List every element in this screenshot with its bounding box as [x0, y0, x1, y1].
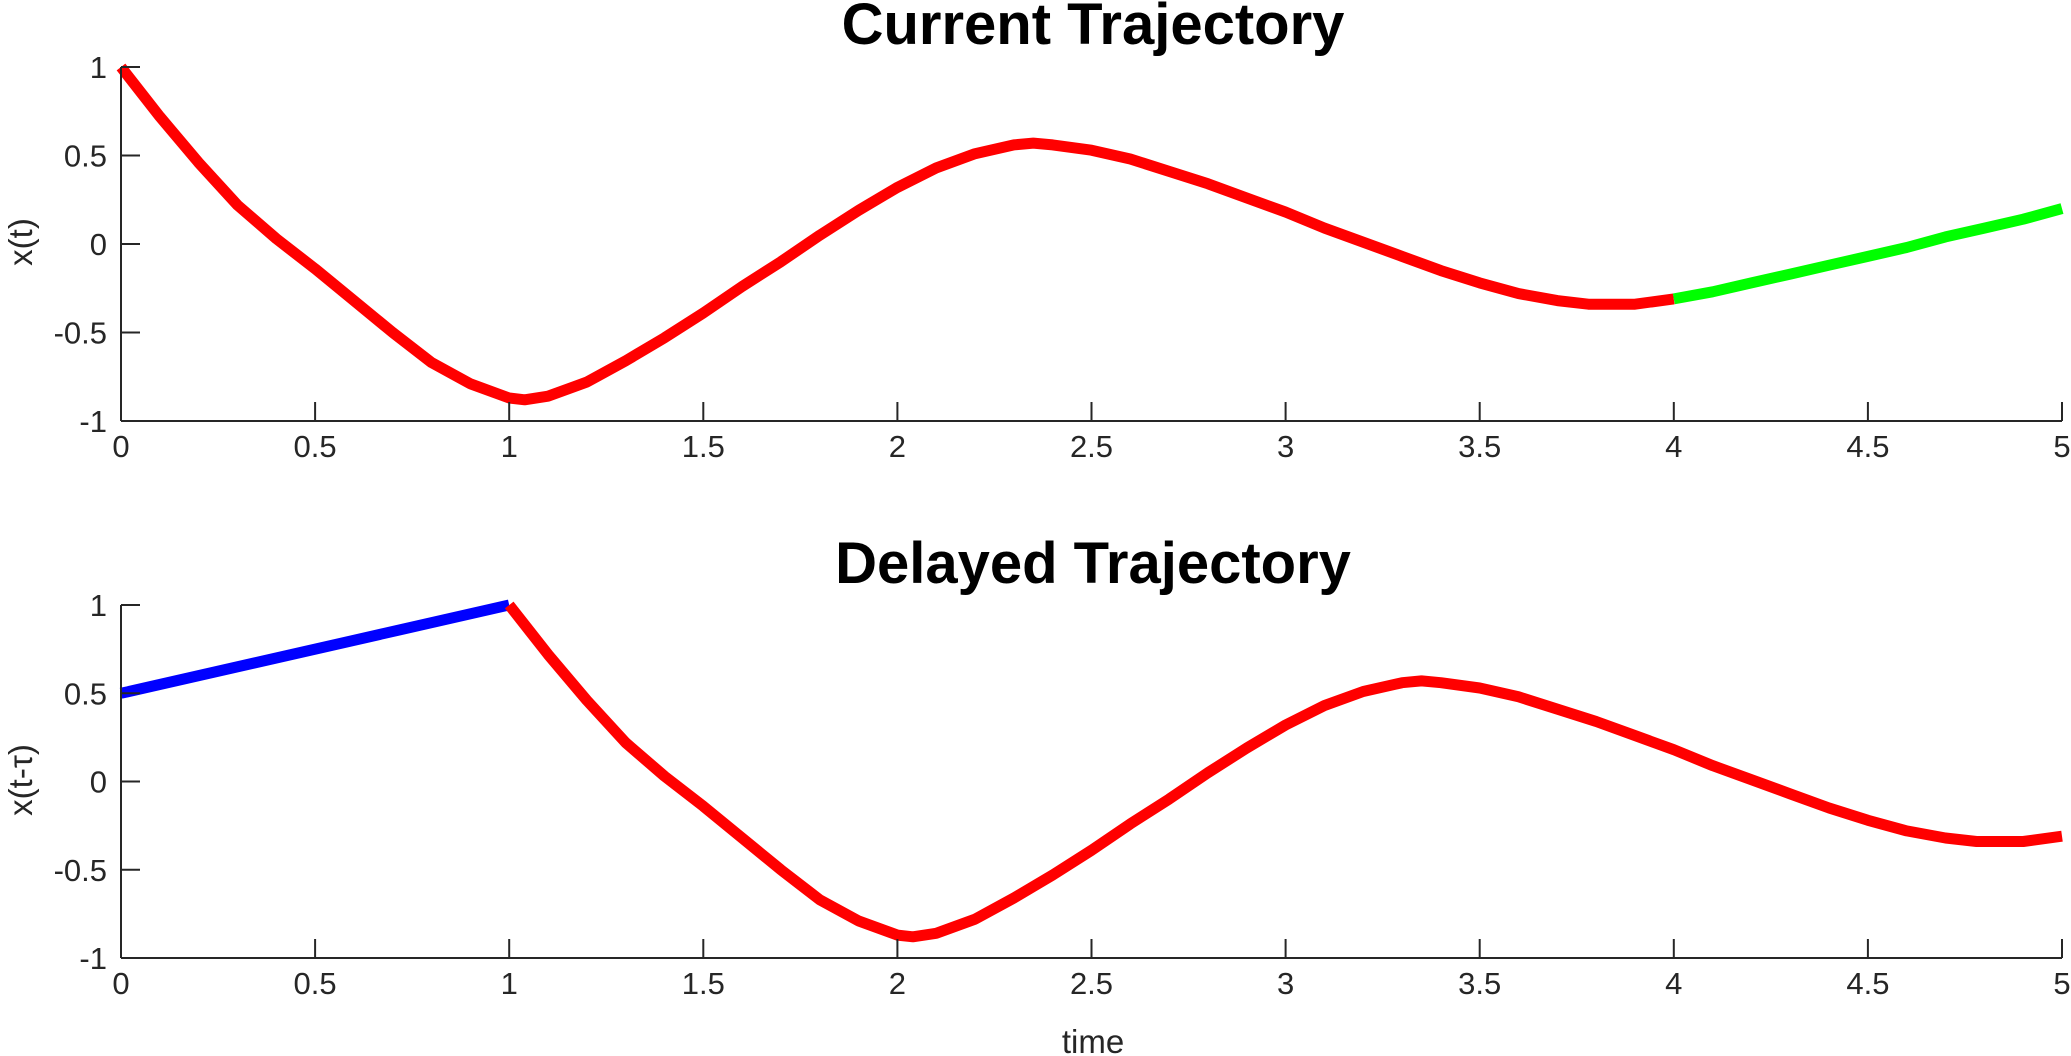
- x-tick-label: 0.5: [294, 966, 337, 1001]
- x-tick-label: 0.5: [294, 429, 337, 464]
- x-tick-label: 2.5: [1070, 429, 1113, 464]
- x-tick-label: 3: [1277, 966, 1294, 1001]
- series-line-1: [504, 601, 2063, 943]
- y-tick-label: -0.5: [54, 853, 107, 888]
- y-tick-label: 0: [90, 765, 107, 800]
- series-line-0: [116, 63, 1675, 406]
- series-group: [119, 599, 2063, 943]
- y-tick-label: 0: [90, 227, 107, 262]
- x-tick-label: 2.5: [1070, 966, 1113, 1001]
- x-tick-label: 4: [1665, 429, 1682, 464]
- y-axis-label: x(t): [2, 218, 39, 266]
- series-group: [116, 63, 2064, 406]
- y-axis-label: x(t-τ): [2, 744, 39, 816]
- x-axis-label: time: [1062, 1023, 1124, 1056]
- chart-title: Delayed Trajectory: [835, 531, 1351, 596]
- x-tick-label: 3.5: [1458, 966, 1501, 1001]
- x-tick-label: 5: [2053, 966, 2070, 1001]
- x-tick-label: 1.5: [682, 966, 725, 1001]
- y-tick-label: 1: [90, 50, 107, 85]
- y-tick-label: -0.5: [54, 316, 107, 351]
- x-tick-label: 0: [112, 429, 129, 464]
- y-tick-label: 1: [90, 588, 107, 623]
- y-tick-label: 0.5: [64, 139, 107, 174]
- x-tick-label: 4.5: [1846, 966, 1889, 1001]
- x-tick-label: 2: [889, 966, 906, 1001]
- axes: 0 0.5 1 1.5 2 2.5 3 3.5 4 4.5 5 1 0.5 0 -0.5 -1: [54, 50, 2071, 464]
- subplot-current-trajectory: Current Trajectory x(t) 0 0.5 1 1.5 2 2.5 3 3.5…: [2, 0, 2071, 464]
- x-tick-label: 3.5: [1458, 429, 1501, 464]
- y-tick-label: -1: [79, 404, 107, 439]
- series-line-0: [119, 599, 511, 699]
- x-tick-label: 4.5: [1846, 429, 1889, 464]
- x-tick-label: 0: [112, 966, 129, 1001]
- x-tick-label: 1.5: [682, 429, 725, 464]
- x-tick-label: 1: [501, 429, 518, 464]
- x-tick-label: 2: [889, 429, 906, 464]
- x-tick-label: 3: [1277, 429, 1294, 464]
- subplot-delayed-trajectory: Delayed Trajectory x(t-τ) time 0 0.5 1 1.5 2…: [2, 531, 2071, 1056]
- chart-title: Current Trajectory: [842, 0, 1345, 57]
- x-tick-label: 5: [2053, 429, 2070, 464]
- x-tick-label: 1: [501, 966, 518, 1001]
- axes: 0 0.5 1 1.5 2 2.5 3 3.5 4 4.5 5 1 0.5 0 -0.5 -1: [54, 588, 2071, 1001]
- y-tick-label: 0.5: [64, 676, 107, 711]
- x-tick-label: 4: [1665, 966, 1682, 1001]
- series-line-1: [1672, 203, 2064, 305]
- y-tick-label: -1: [79, 941, 107, 976]
